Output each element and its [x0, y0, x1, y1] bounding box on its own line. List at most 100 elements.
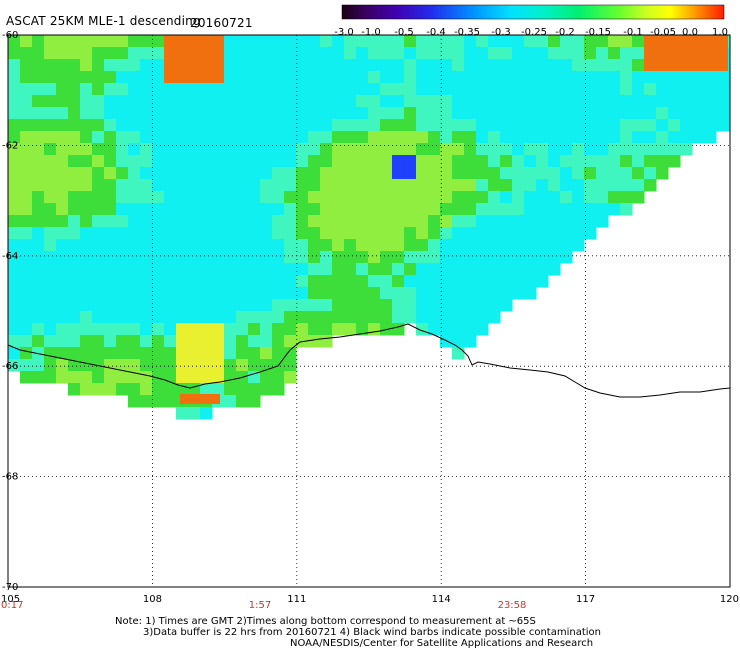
- field-cell: [212, 227, 225, 240]
- field-cell: [668, 71, 681, 84]
- field-cell: [668, 35, 681, 48]
- field-cell: [92, 383, 105, 396]
- field-cell: [656, 95, 669, 108]
- field-cell: [44, 131, 57, 144]
- field-cell: [56, 275, 69, 288]
- field-cell: [692, 83, 705, 96]
- field-cell: [344, 191, 357, 204]
- field-cell: [512, 71, 525, 84]
- field-cell: [56, 131, 69, 144]
- field-cell: [224, 107, 237, 120]
- field-cell: [476, 35, 489, 48]
- field-cell: [596, 155, 609, 168]
- field-cell: [284, 47, 297, 60]
- field-cell: [176, 275, 189, 288]
- field-cell: [716, 71, 729, 84]
- field-cell: [128, 263, 141, 276]
- field-cell: [116, 191, 129, 204]
- field-cell: [716, 119, 729, 132]
- field-cell: [236, 95, 249, 108]
- field-cell: [116, 119, 129, 132]
- field-cell: [284, 311, 297, 324]
- field-cell: [440, 71, 453, 84]
- field-cell: [104, 383, 117, 396]
- field-cell: [188, 287, 201, 300]
- field-cell: [188, 275, 201, 288]
- field-cell: [104, 155, 117, 168]
- field-cell: [68, 371, 81, 384]
- field-cell: [224, 203, 237, 216]
- colorbar-label: -0.1: [623, 27, 643, 38]
- colorbar-label: -0.35: [454, 27, 480, 38]
- field-cell: [104, 143, 117, 156]
- field-cell: [248, 191, 261, 204]
- field-cell: [452, 131, 465, 144]
- field-cell: [260, 227, 273, 240]
- field-cell: [704, 71, 717, 84]
- field-cell: [68, 359, 81, 372]
- field-cell: [644, 131, 657, 144]
- field-cell: [488, 143, 501, 156]
- field-cell: [224, 143, 237, 156]
- field-cell: [80, 155, 93, 168]
- field-cell: [392, 287, 405, 300]
- field-cell: [512, 59, 525, 72]
- field-cell: [512, 167, 525, 180]
- field-cell: [248, 143, 261, 156]
- field-cell: [44, 359, 57, 372]
- field-cell: [452, 239, 465, 252]
- field-cell: [20, 167, 33, 180]
- field-cell: [332, 47, 345, 60]
- field-cell: [128, 371, 141, 384]
- field-cell: [8, 107, 21, 120]
- field-cell: [428, 59, 441, 72]
- field-cell: [248, 383, 261, 396]
- field-cell: [488, 287, 501, 300]
- field-cell: [608, 155, 621, 168]
- field-cell: [248, 107, 261, 120]
- field-cell: [296, 227, 309, 240]
- field-cell: [188, 155, 201, 168]
- field-cell: [68, 239, 81, 252]
- field-cell: [80, 275, 93, 288]
- credit-line: NOAA/NESDIS/Center for Satellite Applica…: [290, 638, 594, 649]
- field-cell: [392, 263, 405, 276]
- field-cell: [92, 95, 105, 108]
- field-cell: [20, 203, 33, 216]
- field-cell: [188, 299, 201, 312]
- field-cell: [512, 239, 525, 252]
- field-cell: [152, 191, 165, 204]
- field-cell: [524, 143, 537, 156]
- field-cell: [404, 287, 417, 300]
- field-cell: [308, 35, 321, 48]
- field-cell: [548, 155, 561, 168]
- field-cell: [92, 119, 105, 132]
- map-title: ASCAT 25KM MLE-1 descending: [6, 14, 201, 28]
- field-cell: [380, 119, 393, 132]
- field-cell: [260, 251, 273, 264]
- field-cell: [308, 203, 321, 216]
- field-cell: [476, 179, 489, 192]
- field-cell: [284, 95, 297, 108]
- field-cell: [296, 215, 309, 228]
- field-cell: [212, 335, 225, 348]
- field-cell: [128, 239, 141, 252]
- field-cell: [548, 107, 561, 120]
- field-cell: [140, 371, 153, 384]
- field-cell: [212, 191, 225, 204]
- field-cell: [260, 347, 273, 360]
- field-cell: [356, 215, 369, 228]
- field-cell: [188, 35, 201, 48]
- field-cell: [608, 59, 621, 72]
- field-cell: [476, 227, 489, 240]
- field-cell: [32, 167, 45, 180]
- field-cell: [440, 95, 453, 108]
- field-cell: [500, 71, 513, 84]
- field-cell: [572, 215, 585, 228]
- field-cell: [416, 203, 429, 216]
- field-cell: [248, 335, 261, 348]
- field-cell: [320, 155, 333, 168]
- field-cell: [296, 239, 309, 252]
- field-cell: [56, 107, 69, 120]
- field-cell: [500, 299, 513, 312]
